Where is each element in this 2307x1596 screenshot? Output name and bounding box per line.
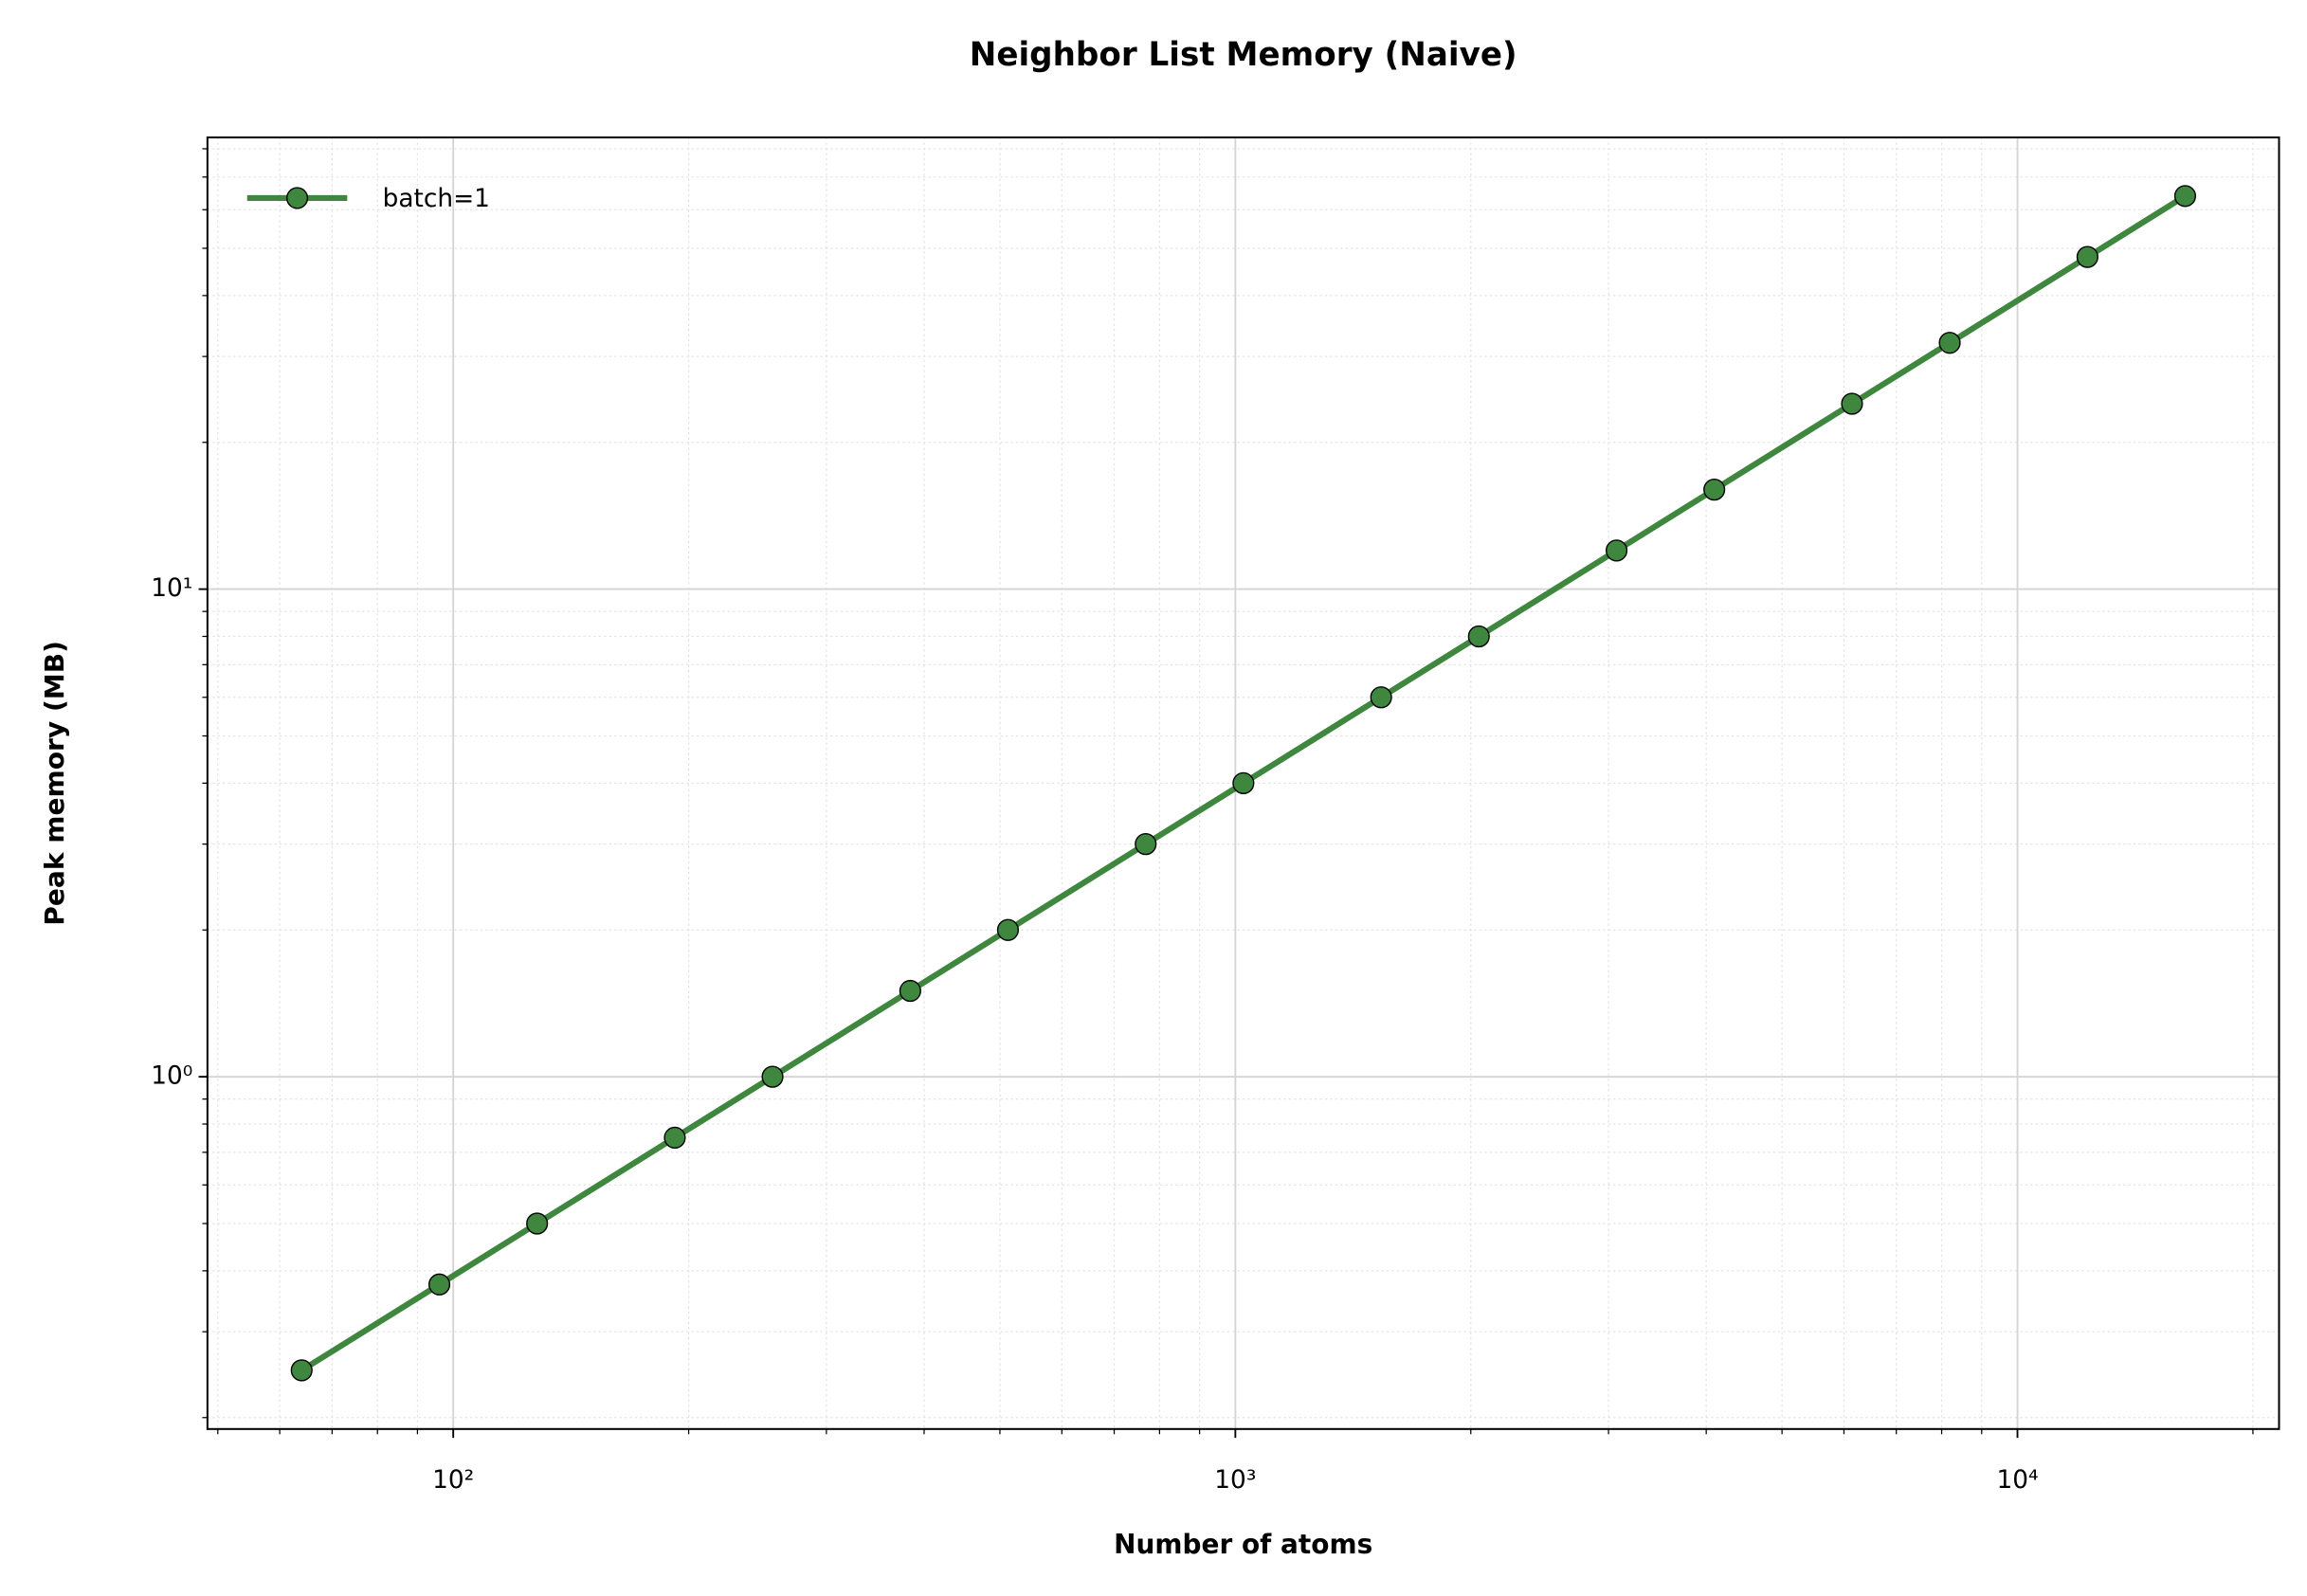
chart-title: Neighbor List Memory (Naive) <box>970 36 1517 74</box>
point <box>1841 392 1863 415</box>
point <box>996 918 1020 941</box>
x-axis-label: Number of atoms <box>1114 1529 1372 1560</box>
y-tick-label: 10⁰ <box>151 1061 192 1091</box>
point <box>1703 478 1726 501</box>
point <box>2173 185 2197 208</box>
point <box>290 1359 313 1382</box>
x-tick-label: 10⁴ <box>1996 1465 2038 1495</box>
point <box>1467 625 1490 648</box>
point <box>1135 833 1157 856</box>
point <box>2076 245 2098 268</box>
point <box>1938 332 1961 354</box>
point <box>427 1273 451 1296</box>
point <box>663 1126 686 1150</box>
y-tick-label: 10¹ <box>151 573 192 603</box>
legend-marker <box>285 187 309 209</box>
point <box>1605 539 1628 562</box>
x-tick-label: 10² <box>432 1465 474 1495</box>
y-axis-label: Peak memory (MB) <box>39 641 70 926</box>
point <box>899 979 921 1003</box>
plot-frame <box>206 136 2280 1430</box>
point <box>526 1212 549 1235</box>
point <box>1370 686 1392 709</box>
point <box>761 1065 784 1088</box>
point <box>1232 771 1255 794</box>
legend-label: batch=1 <box>383 184 490 213</box>
x-tick-label: 10³ <box>1214 1465 1256 1495</box>
